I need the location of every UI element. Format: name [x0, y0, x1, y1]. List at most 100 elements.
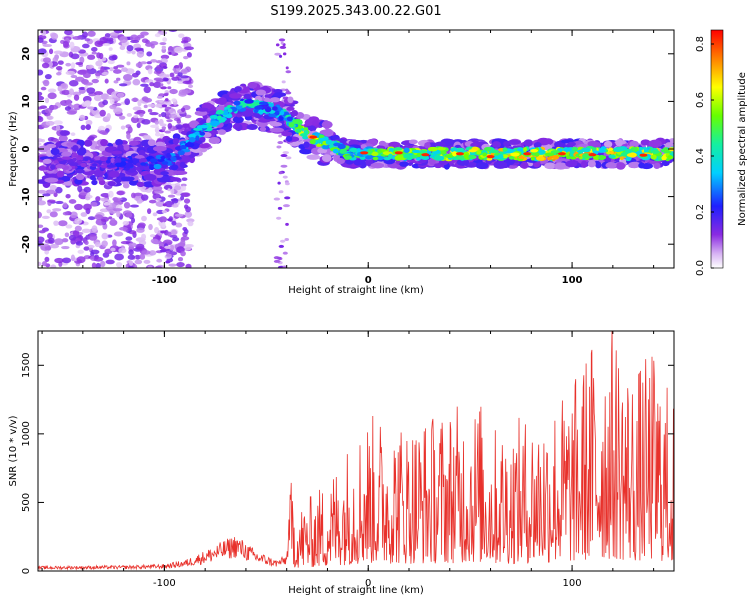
spectrogram-ridge-blob: [530, 149, 539, 153]
spectrogram-halo-blob: [143, 173, 157, 181]
spectrogram-ridge-blob: [303, 130, 309, 135]
spectrogram-noise-blob: [61, 89, 71, 96]
spectrogram-halo-blob: [287, 96, 294, 104]
spectrogram-noise-blob: [84, 38, 91, 42]
spectrogram-noise-blob: [48, 237, 55, 244]
spectrogram-noise-blob: [278, 54, 283, 58]
spectrogram-halo-blob: [424, 142, 431, 149]
spectrogram-ridge-blob: [105, 158, 111, 164]
spectrogram-noise-blob: [181, 107, 186, 113]
spectrogram-noise-blob: [59, 130, 70, 136]
spectrogram-noise-blob: [132, 78, 141, 86]
spectrogram-peak-blob: [557, 152, 566, 156]
spectrogram-noise-blob: [141, 250, 151, 255]
spectrogram-noise-blob: [87, 136, 95, 141]
spectrogram-noise-blob: [58, 134, 68, 142]
spectrogram-halo-blob: [306, 154, 321, 160]
spectrogram-ridge-blob: [393, 147, 403, 151]
spectrogram-noise-blob: [69, 41, 75, 49]
spectrogram-noise-blob: [65, 70, 76, 76]
spectrogram-peak-blob: [394, 151, 403, 155]
spectrogram-noise-blob: [149, 112, 159, 116]
spectrogram-noise-blob: [148, 223, 153, 231]
spectrogram-halo-blob: [554, 162, 568, 170]
spectrogram-ridge-blob: [274, 110, 280, 116]
spectrogram-halo-blob: [456, 158, 470, 166]
spectrogram-halo-blob: [428, 158, 436, 166]
spectrogram-noise-blob: [42, 193, 51, 197]
spectrogram-halo-blob: [232, 116, 244, 124]
spectrogram-peak-blob: [360, 151, 369, 155]
spectrogram-noise-blob: [181, 177, 188, 181]
spectrogram-noise-blob: [162, 203, 167, 207]
spectrogram-noise-blob: [44, 256, 50, 262]
spectrogram-noise-blob: [130, 34, 139, 42]
spectrogram-noise-blob: [108, 47, 113, 51]
spectrogram-halo-blob: [75, 173, 85, 181]
spectrogram-ridge-blob: [497, 154, 504, 160]
spectrogram-noise-blob: [62, 41, 69, 48]
spectrogram-noise-blob: [72, 104, 79, 109]
spectrogram-noise-blob: [38, 200, 47, 206]
spectrogram-noise-blob: [165, 253, 172, 257]
spectrogram-noise-blob: [113, 107, 123, 115]
spectrogram-ridge-blob: [562, 147, 572, 152]
spectrogram-noise-blob: [112, 239, 117, 247]
spectrogram-halo-blob: [61, 151, 72, 157]
spectrogram-noise-blob: [66, 110, 77, 115]
spectrogram-noise-blob: [112, 208, 123, 212]
spectrogram-noise-blob: [38, 138, 43, 143]
spectrogram-ridge-blob: [337, 143, 346, 150]
spectrogram-halo-blob: [291, 110, 298, 117]
spectrogram-halo-blob: [388, 141, 401, 148]
spectrogram-xtick-label: -100: [152, 275, 177, 286]
spectrogram-heatmap: [38, 30, 674, 268]
spectrogram-noise-blob: [277, 141, 284, 145]
spectrogram-halo-blob: [217, 97, 227, 105]
spectrogram-noise-blob: [81, 228, 92, 233]
spectrogram-halo-blob: [378, 140, 387, 147]
spectrogram-noise-blob: [124, 98, 131, 106]
spectrogram-noise-blob: [62, 202, 68, 209]
spectrogram-noise-blob: [95, 196, 101, 202]
spectrogram-halo-blob: [229, 93, 242, 99]
spectrogram-noise-blob: [107, 95, 113, 100]
spectrogram-halo-blob: [565, 160, 578, 168]
spectrogram-noise-blob: [158, 30, 162, 33]
spectrogram-noise-blob: [113, 66, 119, 70]
spectrogram-halo-blob: [136, 181, 145, 188]
spectrogram-noise-blob: [277, 206, 283, 210]
spectrogram-noise-blob: [53, 192, 58, 198]
spectrogram-ridge-blob: [502, 147, 508, 152]
spectrogram-ridge-blob: [131, 158, 140, 164]
spectrogram-ridge-blob: [510, 152, 520, 157]
spectrogram-noise-blob: [171, 76, 180, 81]
spectrogram-noise-blob: [70, 132, 76, 137]
spectrogram-noise-blob: [110, 217, 116, 224]
spectrogram-noise-blob: [137, 222, 146, 228]
spectrogram-ridge-blob: [468, 149, 477, 153]
spectrogram-ridge-blob: [608, 154, 616, 159]
spectrogram-noise-blob: [146, 51, 153, 57]
spectrogram-peak-blob: [486, 155, 495, 159]
spectrogram-noise-blob: [164, 74, 171, 78]
spectrogram-halo-blob: [503, 141, 510, 147]
spectrogram-noise-blob: [40, 86, 47, 91]
spectrogram-ridge-blob: [50, 164, 56, 170]
spectrogram-ridge-blob: [227, 108, 233, 113]
spectrogram-noise-blob: [127, 126, 133, 134]
spectrogram-noise-blob: [273, 197, 281, 201]
spectrogram-ridge-blob: [83, 157, 89, 162]
spectrogram-ridge-blob: [316, 143, 322, 148]
spectrogram-noise-blob: [122, 220, 130, 226]
spectrogram-ridge-blob: [110, 157, 116, 164]
spectrogram-ridge-blob: [295, 128, 302, 133]
spectrogram-ridge-blob: [463, 154, 469, 159]
spectrogram-noise-blob: [103, 202, 111, 206]
spectrogram-noise-blob: [147, 103, 156, 108]
spectrogram-halo-blob: [299, 148, 313, 155]
spectrogram-ridge-blob: [427, 146, 438, 152]
spectrogram-noise-blob: [136, 34, 145, 39]
